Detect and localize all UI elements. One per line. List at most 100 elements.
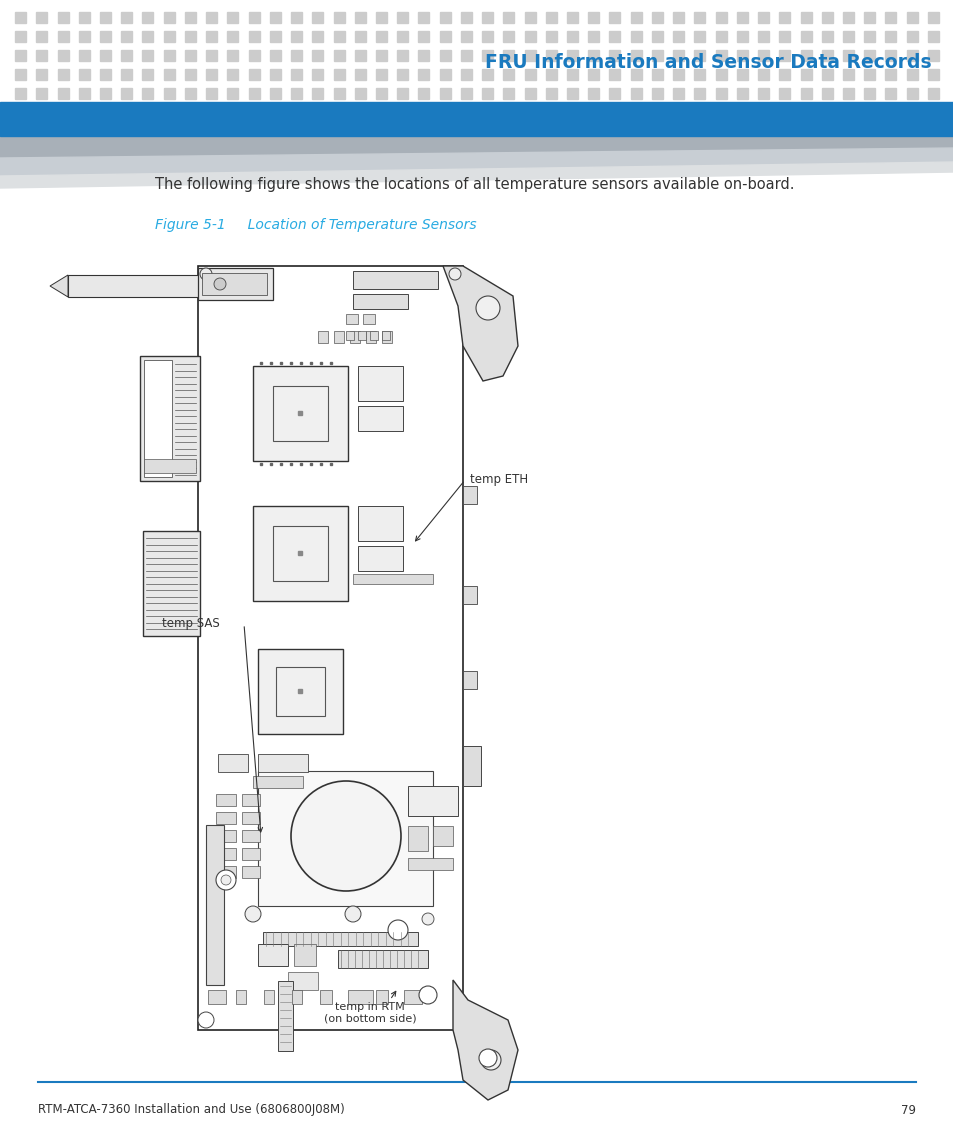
Bar [503, 88, 514, 98]
Bar [462, 586, 476, 605]
Bar [235, 990, 246, 1004]
Bar [418, 88, 429, 98]
Bar [185, 70, 195, 80]
Bar [253, 506, 348, 601]
Bar [291, 70, 302, 80]
Bar [481, 70, 493, 80]
Bar [206, 31, 217, 41]
Bar [100, 31, 111, 41]
Bar [630, 88, 641, 98]
Bar [185, 13, 195, 23]
Bar [215, 812, 235, 824]
Bar [36, 88, 48, 98]
Bar [227, 31, 238, 41]
Bar [312, 13, 323, 23]
Bar [144, 360, 172, 477]
Bar [208, 990, 226, 1004]
Bar [884, 50, 896, 61]
Bar [630, 50, 641, 61]
Bar [588, 13, 598, 23]
Bar [206, 826, 224, 985]
Bar [715, 31, 726, 41]
Bar [121, 88, 132, 98]
Text: temp ETH: temp ETH [470, 474, 528, 487]
Bar [357, 366, 402, 401]
Polygon shape [453, 980, 517, 1100]
Circle shape [478, 1049, 497, 1067]
Circle shape [480, 1050, 500, 1069]
Bar [758, 31, 768, 41]
Bar [312, 88, 323, 98]
Bar [863, 50, 874, 61]
Bar [736, 70, 747, 80]
Bar [651, 50, 662, 61]
Bar [545, 70, 557, 80]
Bar [842, 50, 853, 61]
Bar [418, 13, 429, 23]
Bar [673, 31, 683, 41]
Bar [460, 88, 472, 98]
Bar [79, 50, 90, 61]
Circle shape [221, 875, 231, 885]
Bar [821, 70, 832, 80]
Circle shape [213, 278, 226, 290]
Bar [375, 88, 387, 98]
Text: 79: 79 [900, 1104, 915, 1116]
Bar [566, 31, 578, 41]
Bar [905, 70, 917, 80]
Bar [273, 386, 328, 441]
Bar [651, 13, 662, 23]
Bar [800, 70, 811, 80]
Text: temp SAS: temp SAS [162, 617, 219, 631]
Circle shape [388, 919, 408, 940]
Bar [15, 88, 26, 98]
Bar [609, 13, 619, 23]
Bar [408, 785, 457, 816]
Bar [821, 88, 832, 98]
Bar [353, 271, 437, 289]
Bar [57, 31, 69, 41]
Bar [758, 88, 768, 98]
Bar [503, 31, 514, 41]
Bar [715, 50, 726, 61]
Bar [673, 88, 683, 98]
Bar [842, 70, 853, 80]
Bar [481, 88, 493, 98]
Bar [275, 668, 325, 716]
Bar [673, 70, 683, 80]
Bar [863, 13, 874, 23]
Bar [800, 13, 811, 23]
Bar [291, 31, 302, 41]
Bar [15, 31, 26, 41]
Bar [842, 13, 853, 23]
Bar [294, 943, 315, 966]
Bar [673, 13, 683, 23]
Bar [164, 13, 174, 23]
Text: temp in RTM
(on bottom side): temp in RTM (on bottom side) [323, 1002, 416, 1024]
Circle shape [245, 906, 261, 922]
Bar [317, 331, 328, 344]
Bar [821, 31, 832, 41]
Bar [346, 314, 357, 324]
Bar [142, 88, 153, 98]
Bar [524, 88, 535, 98]
Bar [100, 13, 111, 23]
Bar [396, 13, 408, 23]
Bar [736, 31, 747, 41]
Bar [588, 88, 598, 98]
Bar [334, 13, 344, 23]
Polygon shape [50, 275, 68, 297]
Bar [375, 31, 387, 41]
Bar [927, 70, 938, 80]
Bar [800, 31, 811, 41]
Circle shape [198, 1012, 213, 1028]
Bar [206, 13, 217, 23]
Bar [609, 70, 619, 80]
Bar [651, 31, 662, 41]
Bar [142, 31, 153, 41]
Bar [462, 671, 476, 689]
Bar [185, 88, 195, 98]
Bar [905, 50, 917, 61]
Bar [249, 88, 259, 98]
Bar [121, 50, 132, 61]
